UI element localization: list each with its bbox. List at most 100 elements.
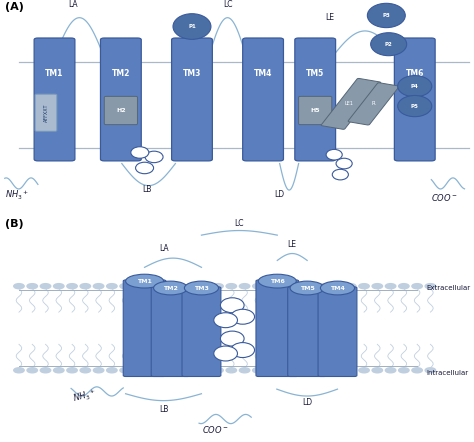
FancyBboxPatch shape	[256, 280, 299, 377]
Ellipse shape	[231, 343, 255, 358]
Text: LB: LB	[159, 405, 168, 414]
Ellipse shape	[398, 95, 432, 117]
Ellipse shape	[214, 313, 237, 328]
FancyBboxPatch shape	[243, 38, 283, 161]
Text: H2: H2	[116, 108, 126, 113]
Circle shape	[266, 284, 276, 289]
Circle shape	[133, 284, 144, 289]
Ellipse shape	[131, 147, 149, 158]
Circle shape	[425, 368, 436, 373]
Circle shape	[372, 368, 383, 373]
Text: LA: LA	[69, 0, 78, 9]
FancyBboxPatch shape	[295, 38, 336, 161]
Circle shape	[279, 284, 290, 289]
Text: $\mathit{COO}^-$: $\mathit{COO}^-$	[431, 192, 458, 203]
Text: LC: LC	[235, 219, 244, 228]
Circle shape	[239, 284, 250, 289]
Circle shape	[14, 368, 24, 373]
Text: P2: P2	[385, 42, 392, 47]
Text: TM3: TM3	[183, 69, 201, 78]
Text: LB: LB	[142, 185, 152, 194]
FancyBboxPatch shape	[394, 38, 435, 161]
Text: R: R	[372, 101, 375, 107]
Text: TM4: TM4	[254, 69, 272, 78]
Text: H5: H5	[310, 108, 320, 113]
Text: P1: P1	[188, 24, 196, 29]
Circle shape	[226, 368, 237, 373]
FancyBboxPatch shape	[172, 38, 212, 161]
Text: LE: LE	[288, 240, 297, 249]
Ellipse shape	[220, 298, 244, 313]
Circle shape	[80, 368, 91, 373]
Text: TM2: TM2	[112, 69, 130, 78]
Circle shape	[292, 368, 303, 373]
Circle shape	[107, 284, 117, 289]
Circle shape	[186, 368, 197, 373]
Ellipse shape	[367, 4, 405, 27]
Text: (B): (B)	[5, 219, 23, 229]
Text: LE: LE	[325, 13, 334, 22]
Circle shape	[412, 284, 422, 289]
Text: TM4: TM4	[330, 286, 345, 290]
Ellipse shape	[371, 33, 407, 56]
Text: TM3: TM3	[194, 286, 209, 290]
Circle shape	[67, 368, 77, 373]
Circle shape	[359, 368, 369, 373]
Circle shape	[372, 284, 383, 289]
Circle shape	[399, 368, 409, 373]
Ellipse shape	[320, 281, 355, 295]
Text: Extracellular: Extracellular	[427, 285, 471, 291]
FancyBboxPatch shape	[182, 287, 221, 377]
FancyBboxPatch shape	[35, 94, 57, 131]
Text: (A): (A)	[5, 2, 24, 12]
Text: TM5: TM5	[300, 286, 315, 290]
Circle shape	[213, 368, 223, 373]
Text: TM2: TM2	[163, 286, 178, 290]
Text: LD: LD	[302, 398, 312, 407]
Circle shape	[385, 368, 396, 373]
Circle shape	[93, 368, 104, 373]
Circle shape	[93, 284, 104, 289]
Text: LD: LD	[274, 190, 285, 199]
Text: $\mathit{NH_3}^+$: $\mathit{NH_3}^+$	[71, 388, 98, 407]
Circle shape	[133, 368, 144, 373]
Circle shape	[107, 368, 117, 373]
FancyBboxPatch shape	[299, 96, 332, 125]
Circle shape	[27, 368, 37, 373]
Circle shape	[239, 368, 250, 373]
Circle shape	[213, 284, 223, 289]
Circle shape	[425, 284, 436, 289]
Circle shape	[173, 368, 183, 373]
Circle shape	[359, 284, 369, 289]
Text: P3: P3	[383, 13, 390, 18]
Circle shape	[80, 284, 91, 289]
Circle shape	[200, 284, 210, 289]
Circle shape	[186, 284, 197, 289]
Ellipse shape	[290, 281, 324, 295]
FancyBboxPatch shape	[123, 280, 166, 377]
Ellipse shape	[184, 281, 219, 295]
Circle shape	[120, 284, 130, 289]
Circle shape	[319, 284, 329, 289]
Ellipse shape	[214, 346, 237, 361]
Ellipse shape	[332, 169, 348, 180]
Ellipse shape	[220, 331, 244, 346]
Text: TM1: TM1	[137, 278, 152, 284]
Circle shape	[67, 284, 77, 289]
Circle shape	[146, 284, 157, 289]
Circle shape	[40, 368, 51, 373]
Text: TM6: TM6	[406, 69, 424, 78]
Circle shape	[319, 368, 329, 373]
Circle shape	[306, 368, 316, 373]
Circle shape	[160, 284, 170, 289]
Circle shape	[160, 368, 170, 373]
Circle shape	[279, 368, 290, 373]
FancyBboxPatch shape	[348, 83, 399, 125]
Circle shape	[173, 284, 183, 289]
Text: $\mathit{NH_3}^+$: $\mathit{NH_3}^+$	[5, 189, 29, 202]
Text: P4: P4	[411, 84, 419, 89]
Ellipse shape	[154, 281, 188, 295]
Circle shape	[54, 368, 64, 373]
Circle shape	[40, 284, 51, 289]
Circle shape	[253, 368, 263, 373]
